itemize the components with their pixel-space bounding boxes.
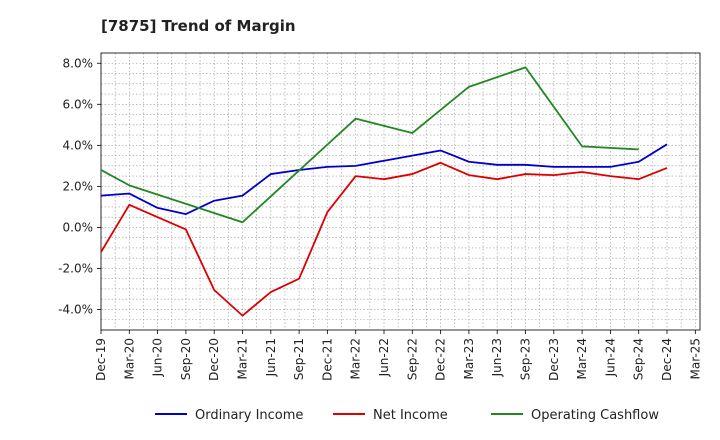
x-tick-label: Jun-20 [151, 338, 165, 377]
y-tick-label: -2.0% [58, 261, 93, 275]
x-axis-ticks: Dec-19 Mar-20 Jun-20 Sep-20 Dec-20 Mar-21 Jun-… [94, 330, 702, 381]
x-tick-label: Dec-24 [660, 338, 674, 381]
x-tick-label: Mar-23 [462, 338, 476, 379]
x-tick-label: Dec-21 [320, 338, 334, 381]
x-tick-label: Dec-20 [207, 338, 221, 381]
x-tick-label: Jun-22 [377, 338, 391, 377]
series-line-2 [100, 161, 668, 317]
x-tick-label: Mar-20 [122, 338, 136, 379]
legend: Ordinary Income Net Income Operating Cashf… [155, 408, 659, 423]
y-tick-label: 4.0% [63, 138, 94, 152]
y-tick-label: 6.0% [63, 97, 94, 111]
chart-title: [7875] Trend of Margin [101, 17, 296, 35]
x-tick-label: Mar-24 [575, 338, 589, 379]
x-tick-label: Sep-22 [405, 338, 419, 380]
x-tick-label: Jun-24 [603, 338, 617, 377]
legend-label: Operating Cashflow [531, 408, 659, 423]
series-lines [100, 66, 668, 317]
y-tick-label: 0.0% [63, 220, 94, 234]
legend-label: Ordinary Income [195, 408, 303, 423]
legend-label: Net Income [373, 408, 448, 423]
x-tick-label: Mar-22 [349, 338, 363, 379]
grid-lines [100, 52, 700, 331]
y-tick-label: 8.0% [63, 56, 94, 70]
x-tick-label: Dec-22 [434, 338, 448, 381]
series-line-1 [100, 143, 668, 215]
x-tick-label: Dec-19 [94, 338, 108, 381]
x-tick-label: Mar-25 [688, 338, 702, 379]
series-line-3 [100, 66, 639, 224]
y-tick-label: -4.0% [58, 302, 93, 316]
y-tick-label: 2.0% [63, 179, 94, 193]
x-tick-label: Jun-23 [490, 338, 504, 377]
plot-area [100, 52, 701, 331]
x-tick-label: Sep-21 [292, 338, 306, 380]
x-tick-label: Sep-24 [632, 338, 646, 380]
x-tick-label: Mar-21 [236, 338, 250, 379]
x-tick-label: Sep-20 [179, 338, 193, 380]
x-tick-label: Dec-23 [547, 338, 561, 381]
x-tick-label: Jun-21 [264, 338, 278, 377]
y-axis-ticks: 8.0% 6.0% 4.0% 2.0% 0.0% -2.0% -4.0% [58, 56, 101, 316]
x-tick-label: Sep-23 [519, 338, 533, 380]
